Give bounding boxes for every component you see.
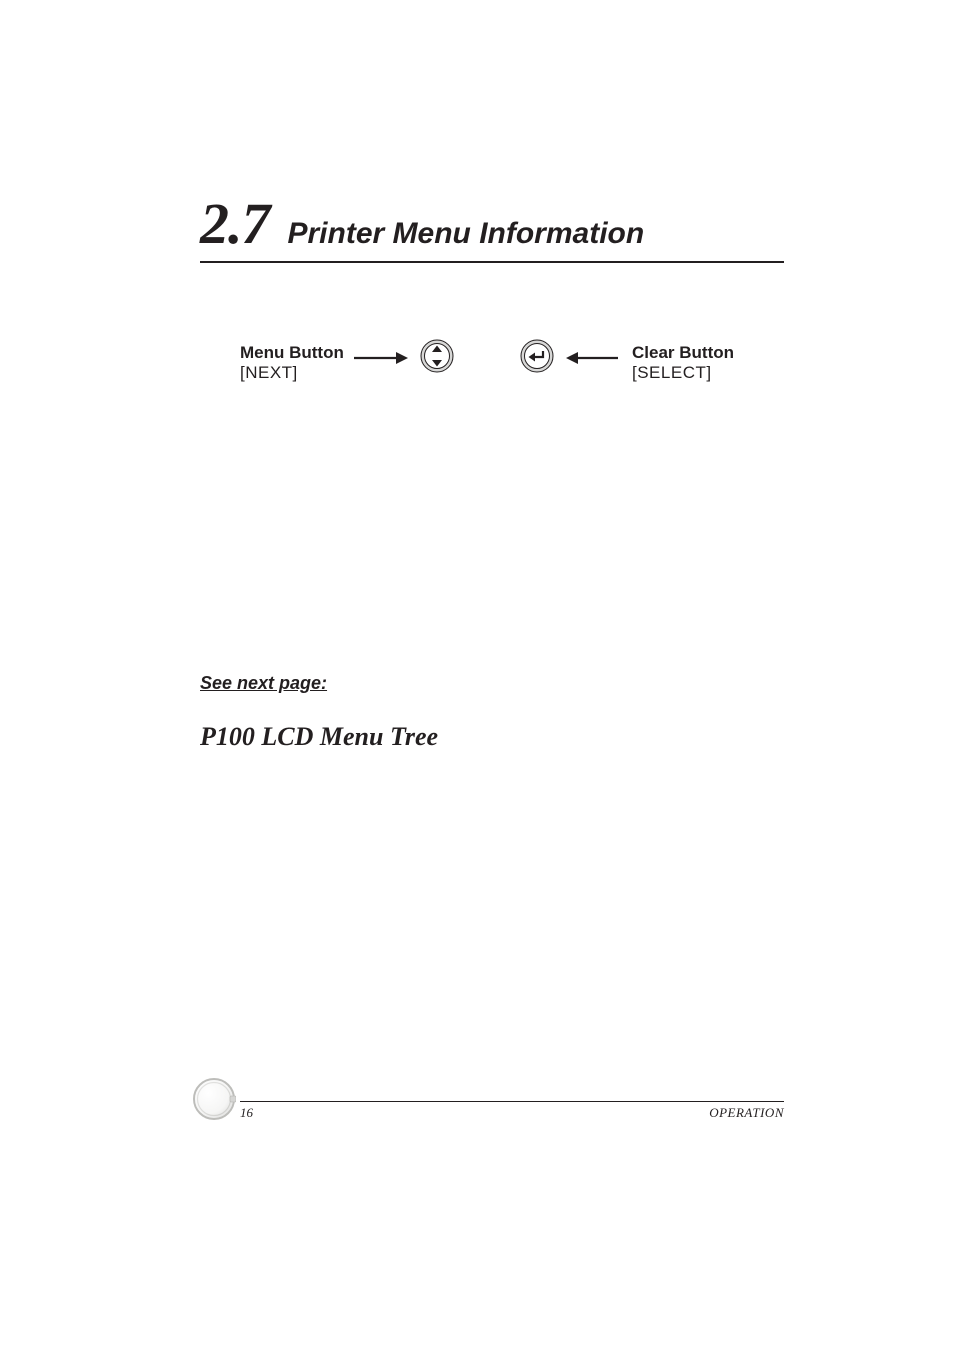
footer-row: 16 OPERATION — [240, 1105, 784, 1121]
clear-enter-icon — [520, 339, 554, 373]
page: 2.7 Printer Menu Information Menu Button… — [0, 0, 954, 1351]
footer-ring-icon — [192, 1077, 236, 1121]
page-number: 16 — [240, 1105, 253, 1121]
clear-button-sub: [SELECT] — [632, 363, 760, 383]
menu-updown-icon — [420, 339, 454, 373]
menu-button-sub: [NEXT] — [240, 363, 344, 383]
arrow-right-icon — [352, 349, 410, 367]
clear-button-label-group: Clear Button [SELECT] — [632, 343, 760, 384]
section-heading: 2.7 Printer Menu Information — [200, 195, 784, 263]
clear-button-title: Clear Button — [632, 343, 760, 363]
footer-rule — [240, 1101, 784, 1102]
menu-button-label-group: Menu Button [NEXT] — [240, 343, 344, 384]
section-name: OPERATION — [709, 1105, 784, 1121]
section-number: 2.7 — [200, 195, 270, 253]
page-footer: 16 OPERATION — [200, 1101, 784, 1121]
arrow-left-icon — [562, 349, 620, 367]
button-diagram: Menu Button [NEXT] Clear — [240, 343, 760, 463]
menu-tree-title: P100 LCD Menu Tree — [200, 721, 784, 752]
see-next-page: See next page: — [200, 673, 784, 695]
menu-button-title: Menu Button — [240, 343, 344, 363]
section-title: Printer Menu Information — [288, 219, 645, 249]
